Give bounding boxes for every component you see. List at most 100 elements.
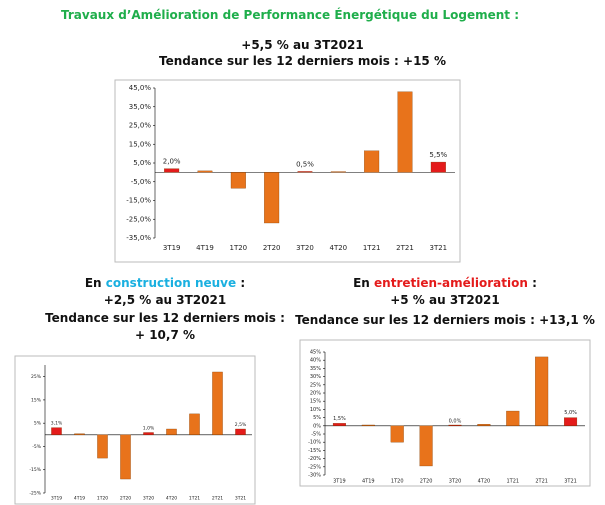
x-tick-label: 1T20 bbox=[230, 244, 248, 252]
text: +2,5 % au 3T2021 bbox=[103, 293, 227, 307]
y-tick-label: 30% bbox=[310, 374, 321, 380]
bar bbox=[330, 171, 346, 173]
text: entretien-amélioration bbox=[374, 276, 528, 290]
x-tick-label: 4T20 bbox=[166, 496, 177, 502]
bar bbox=[120, 434, 131, 480]
x-tick-label: 3T21 bbox=[235, 496, 246, 502]
x-tick-label: 2T20 bbox=[420, 479, 433, 485]
y-tick-label: 15,0% bbox=[129, 140, 152, 148]
data-label: 2,5% bbox=[235, 422, 247, 428]
y-tick-label: -15% bbox=[308, 448, 321, 454]
y-tick-label: -25% bbox=[308, 464, 321, 470]
text: Tendance sur les 12 derniers mois : +13,… bbox=[295, 313, 595, 327]
heading: En entretien-amélioration : bbox=[290, 276, 600, 290]
bar bbox=[297, 171, 313, 173]
x-tick-label: 1T21 bbox=[506, 479, 519, 485]
y-tick-label: 5% bbox=[313, 415, 321, 421]
bar bbox=[430, 161, 446, 173]
bar bbox=[51, 427, 62, 435]
y-tick-label: -20% bbox=[308, 456, 321, 462]
y-tick-label: 15% bbox=[31, 397, 42, 403]
bar bbox=[419, 425, 433, 467]
x-tick-label: 3T20 bbox=[449, 479, 462, 485]
subtitle: Tendance sur les 12 derniers mois : +15 … bbox=[159, 54, 446, 68]
x-tick-label: 3T20 bbox=[143, 496, 154, 502]
text: construction neuve bbox=[105, 276, 237, 290]
bar bbox=[164, 168, 180, 173]
y-tick-label: -5,0% bbox=[131, 178, 152, 186]
x-tick-label: 2T21 bbox=[212, 496, 223, 502]
y-tick-label: 35,0% bbox=[129, 103, 152, 111]
y-tick-label: -15,0% bbox=[126, 197, 151, 205]
y-tick-label: 25,0% bbox=[129, 122, 152, 130]
x-tick-label: 4T20 bbox=[478, 479, 491, 485]
y-tick-label: 25% bbox=[31, 374, 42, 380]
x-tick-label: 2T20 bbox=[263, 244, 281, 252]
bar bbox=[364, 150, 380, 173]
x-tick-label: 1T21 bbox=[189, 496, 200, 502]
y-tick-label: 35% bbox=[310, 366, 321, 372]
x-tick-label: 1T20 bbox=[97, 496, 108, 502]
x-tick-label: 4T19 bbox=[74, 496, 85, 502]
y-tick-label: 5,0% bbox=[133, 159, 151, 167]
text: + 10,7 % bbox=[134, 328, 196, 342]
y-tick-label: 15% bbox=[310, 399, 321, 405]
bar bbox=[564, 417, 578, 426]
bar bbox=[166, 428, 177, 435]
text: En bbox=[84, 276, 106, 290]
subtitle: +5,5 % au 3T2021 bbox=[241, 38, 364, 52]
bar bbox=[332, 423, 346, 426]
y-tick-label: 10% bbox=[310, 407, 321, 413]
x-tick-label: 1T20 bbox=[391, 479, 404, 485]
text: : bbox=[236, 276, 246, 290]
x-tick-label: 1T21 bbox=[363, 244, 381, 252]
bar bbox=[235, 428, 246, 435]
bar bbox=[189, 413, 200, 435]
x-tick-label: 3T19 bbox=[163, 244, 181, 252]
bar bbox=[74, 433, 85, 435]
bar bbox=[390, 425, 404, 443]
y-tick-label: -30% bbox=[308, 473, 321, 479]
bar bbox=[212, 371, 223, 435]
x-tick-label: 3T19 bbox=[51, 496, 62, 502]
data-label: 1,0% bbox=[143, 425, 155, 431]
y-tick-label: 25% bbox=[310, 382, 321, 388]
bar bbox=[143, 432, 154, 435]
y-tick-label: -25,0% bbox=[126, 215, 151, 223]
x-tick-label: 3T21 bbox=[430, 244, 448, 252]
text: Tendance sur les 12 derniers mois : bbox=[45, 311, 285, 325]
text: : bbox=[527, 276, 537, 290]
data-label: 0,5% bbox=[296, 160, 314, 168]
heading: En construction neuve : bbox=[20, 276, 310, 290]
x-tick-label: 3T21 bbox=[564, 479, 577, 485]
y-tick-label: 0% bbox=[313, 423, 321, 429]
y-tick-label: 45% bbox=[310, 350, 321, 356]
x-tick-label: 4T20 bbox=[330, 244, 348, 252]
bar bbox=[361, 424, 375, 426]
bar bbox=[535, 356, 549, 426]
title: Travaux d’Amélioration de Performance Én… bbox=[60, 8, 519, 22]
bar bbox=[448, 424, 462, 426]
data-label: 2,0% bbox=[163, 158, 181, 166]
x-tick-label: 2T21 bbox=[535, 479, 548, 485]
bar bbox=[264, 172, 280, 224]
bar bbox=[197, 170, 213, 173]
data-label: 5,0% bbox=[564, 410, 577, 416]
x-tick-label: 3T19 bbox=[333, 479, 346, 485]
x-tick-label: 4T19 bbox=[362, 479, 375, 485]
bar bbox=[477, 424, 491, 426]
data-label: 0,0% bbox=[449, 418, 462, 424]
bar bbox=[506, 410, 520, 426]
y-tick-label: -5% bbox=[32, 444, 41, 450]
x-tick-label: 3T20 bbox=[296, 244, 314, 252]
text: +5 % au 3T2021 bbox=[390, 293, 500, 307]
y-tick-label: 5% bbox=[34, 421, 42, 427]
x-tick-label: 2T20 bbox=[120, 496, 131, 502]
chart-frame bbox=[114, 79, 461, 263]
bar bbox=[97, 434, 108, 459]
y-tick-label: -15% bbox=[29, 467, 41, 473]
chart-frame bbox=[299, 339, 591, 487]
y-tick-label: 40% bbox=[310, 358, 321, 364]
y-tick-label: -35,0% bbox=[126, 234, 151, 242]
